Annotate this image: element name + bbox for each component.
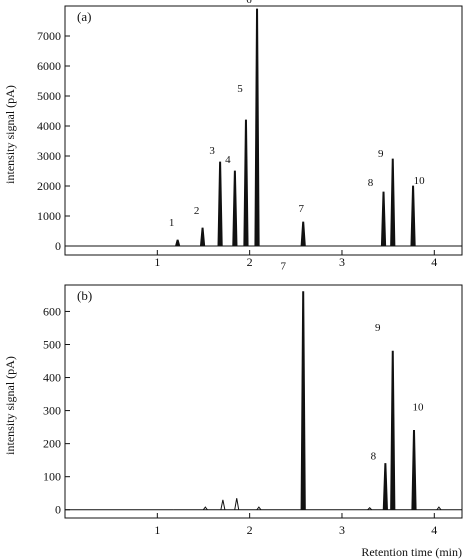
y-tick-label: 6000 [37,59,61,73]
x-tick-label: 1 [154,255,160,269]
minor-peak [256,506,262,511]
y-tick-label: 7000 [37,29,61,43]
x-tick-label: 4 [431,255,437,269]
peak-2 [199,227,206,247]
y-tick-label: 2000 [37,179,61,193]
peak-6 [254,8,260,247]
y-tick-label: 3000 [37,149,61,163]
peak-7 [300,221,306,247]
panel-label: (a) [77,9,91,24]
peak-10 [411,430,417,510]
y-tick-label: 100 [43,470,61,484]
x-tick-label: 4 [431,523,437,537]
peak-label-7: 7 [298,203,304,215]
peak-label-7: 7 [280,261,286,273]
peak-label-10: 10 [414,175,426,187]
peak-label-5: 5 [237,83,243,95]
peak-8 [380,191,387,247]
minor-peak [220,499,226,510]
peak-label-2: 2 [194,205,200,217]
y-tick-label: 500 [43,337,61,351]
peak-label-8: 8 [371,450,377,462]
minor-peak [202,506,208,511]
y-axis-label: intensity signal (pA) [3,85,17,184]
x-tick-label: 3 [339,523,345,537]
y-tick-label: 1000 [37,209,61,223]
peak-4 [232,170,238,247]
y-tick-label: 0 [55,239,61,253]
x-tick-label: 1 [154,523,160,537]
peak-label-4: 4 [225,154,231,166]
peak-10 [410,185,416,247]
y-axis-label: intensity signal (pA) [3,356,17,455]
peak-label-9: 9 [375,322,381,334]
x-tick-label: 2 [247,523,253,537]
peak-label-10: 10 [412,401,424,413]
y-tick-label: 5000 [37,89,61,103]
y-tick-label: 200 [43,437,61,451]
peak-3 [217,161,223,247]
peak-label-1: 1 [169,217,175,229]
peak-7 [300,291,306,510]
peak-label-8: 8 [368,177,374,189]
minor-peak [367,507,373,511]
peak-label-6: 6 [246,0,252,6]
y-tick-label: 600 [43,304,61,318]
panel-label: (b) [77,288,92,303]
plot-frame [64,5,463,256]
x-axis-label: Retention time (min) [361,545,462,559]
peak-9 [390,158,396,247]
plot-frame [64,284,463,519]
x-tick-label: 3 [339,255,345,269]
y-tick-label: 4000 [37,119,61,133]
x-tick-label: 2 [247,255,253,269]
peak-label-9: 9 [378,148,384,160]
minor-peak [234,498,240,510]
peak-9 [390,350,396,510]
y-tick-label: 300 [43,404,61,418]
minor-peak [436,506,442,511]
peak-8 [382,463,388,510]
chart-panel-b: 0 100 200 300 400 500 600 1 2 3 4 (b) intensity sign… [3,261,463,559]
peak-5 [243,119,249,247]
y-tick-label: 0 [55,503,61,517]
y-tick-label: 400 [43,371,61,385]
peak-label-3: 3 [209,145,215,157]
peak-1 [175,239,181,247]
